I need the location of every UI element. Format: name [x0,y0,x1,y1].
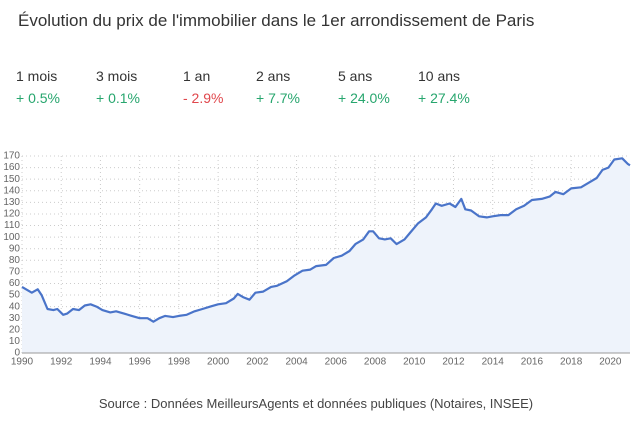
period: 1 mois + 0.5% [16,68,60,110]
period-change: - 2.9% [183,90,224,106]
x-tick-label: 2016 [521,357,544,368]
x-tick-label: 1990 [11,357,34,368]
period: 2 ans + 7.7% [256,68,300,110]
period-label: 1 an [183,68,211,84]
area [22,158,630,353]
x-tick-label: 2008 [364,357,387,368]
period: 10 ans + 27.4% [418,68,470,110]
period: 1 an - 2.9% [183,68,223,110]
period: 5 ans + 24.0% [338,68,390,110]
y-tick-label: 60 [9,278,21,289]
y-tick-label: 100 [3,232,20,243]
source: Source : Données MeilleursAgents et donn… [98,396,534,411]
y-tick-label: 130 [3,197,20,208]
x-tick-label: 2004 [285,357,308,368]
y-tick-label: 90 [9,243,21,254]
y-tick-label: 0 [14,348,20,359]
period-label: 5 ans [338,68,373,84]
period-change: + 0.5% [16,90,60,106]
x-tick-label: 2010 [403,357,426,368]
x-tick-label: 1992 [50,357,73,368]
x-tick-label: 2012 [442,357,465,368]
line [21,157,631,323]
period: 3 mois + 0.1% [96,68,140,110]
y-tick-label: 170 [3,151,20,162]
x-tick-label: 2002 [246,357,269,368]
y-tick-label: 40 [9,301,21,312]
y-tick-label: 110 [4,220,20,231]
x-tick-label: 1998 [168,357,191,368]
y-tick-label: 140 [3,185,20,196]
period-label: 10 ans [418,68,461,84]
x-tick-label: 2000 [207,357,230,368]
x-tick-label: 1996 [129,357,152,368]
period-change: + 24.0% [338,90,390,106]
chart: 0102030405060708090100110120130140150160… [3,151,631,368]
y-tick-label: 10 [9,336,21,347]
y-tick-label: 80 [9,255,21,266]
y-tick-label: 20 [9,324,21,335]
period-change: + 27.4% [418,90,470,106]
y-tick-label: 30 [9,313,21,324]
y-tick-label: 160 [3,162,20,173]
x-tick-label: 2018 [560,357,583,368]
y-tick-label: 120 [3,209,20,220]
title: Évolution du prix de l'immobilier dans l… [18,11,535,30]
y-tick-label: 50 [9,290,21,301]
x-tick-label: 2020 [599,357,622,368]
period-label: 1 mois [16,68,58,84]
period-change: + 7.7% [256,90,300,106]
period-label: 2 ans [256,68,291,84]
x-tick-label: 2014 [482,357,505,368]
period-label: 3 mois [96,68,138,84]
x-tick-label: 1994 [89,357,112,368]
period-change: + 0.1% [96,90,140,106]
y-tick-label: 70 [9,267,21,278]
y-tick-label: 150 [3,174,20,185]
x-tick-label: 2006 [325,357,348,368]
